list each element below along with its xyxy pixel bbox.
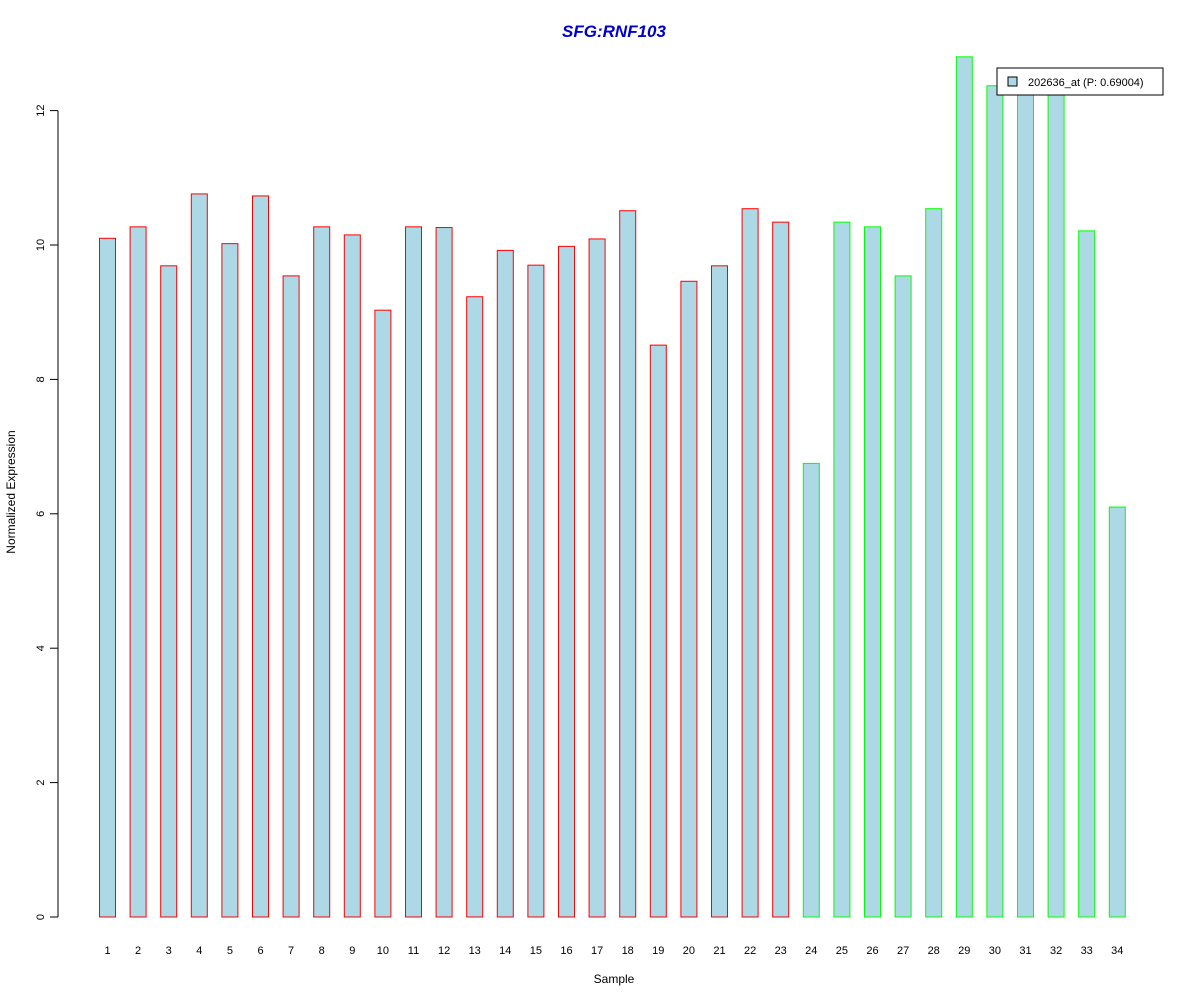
x-tick-label: 32 (1050, 945, 1062, 957)
bar (1047, 89, 1065, 918)
x-tick-label: 16 (560, 945, 572, 957)
bar (160, 265, 178, 918)
chart-title: SFG:RNF103 (562, 22, 666, 41)
bar (741, 208, 759, 918)
x-tick-label: 14 (499, 945, 511, 957)
x-tick-label: 23 (775, 945, 787, 957)
x-tick-label: 11 (408, 945, 419, 957)
bar (282, 275, 300, 918)
bar (558, 245, 575, 918)
bar (955, 56, 973, 918)
x-tick-label: 30 (989, 945, 1001, 957)
bar (313, 226, 331, 918)
bar (435, 227, 453, 918)
x-tick-label: 29 (958, 945, 970, 957)
x-tick-label: 10 (377, 945, 389, 957)
y-tick-label: 4 (35, 645, 47, 651)
bar (680, 280, 698, 918)
bar (496, 249, 514, 918)
y-tick-label: 2 (35, 780, 47, 786)
bar (619, 210, 637, 918)
x-tick-label: 19 (652, 945, 664, 957)
y-axis-label: Normalized Expression (4, 430, 18, 553)
x-tick-label: 1 (104, 945, 110, 957)
bar (129, 226, 147, 918)
x-tick-label: 13 (469, 945, 481, 957)
bar (864, 226, 881, 918)
legend-label: 202636_at (P: 0.69004) (1028, 77, 1144, 89)
bar (99, 237, 116, 918)
bar (221, 243, 239, 918)
y-tick-label: 6 (35, 511, 47, 517)
bar (711, 265, 728, 918)
x-tick-label: 25 (836, 945, 848, 957)
x-tick-label: 5 (227, 945, 233, 957)
x-tick-label: 6 (257, 945, 263, 957)
bar (894, 275, 912, 918)
bar (833, 221, 851, 918)
x-tick-label: 18 (622, 945, 634, 957)
x-tick-label: 2 (135, 945, 141, 957)
y-tick-label: 8 (35, 376, 47, 382)
bar (588, 238, 606, 918)
x-tick-label: 7 (288, 945, 294, 957)
bar (802, 462, 820, 918)
x-tick-label: 27 (897, 945, 909, 957)
x-tick-label: 4 (196, 945, 202, 957)
x-tick-label: 9 (349, 945, 355, 957)
x-tick-label: 33 (1081, 945, 1093, 957)
y-axis: 0 2 4 6 8 10 12 (35, 104, 59, 920)
x-tick-label: 24 (805, 945, 817, 957)
x-axis-label: Sample (594, 972, 635, 986)
bar (527, 264, 545, 918)
x-tick-label: 26 (866, 945, 878, 957)
x-tick-labels: 1 2 3 4 5 6 7 8 9 10 11 12 13 14 15 16 17 18 19 20 21 22 23 24 2… (104, 945, 1123, 957)
x-tick-label: 15 (530, 945, 542, 957)
bar (252, 195, 269, 918)
x-tick-label: 3 (166, 945, 172, 957)
x-tick-label: 34 (1111, 945, 1123, 957)
bar (190, 193, 208, 918)
x-tick-label: 31 (1019, 945, 1031, 957)
bar (405, 226, 422, 918)
x-tick-label: 12 (438, 945, 450, 957)
y-tick-label: 10 (35, 239, 47, 251)
x-tick-label: 17 (591, 945, 603, 957)
bar (649, 344, 667, 918)
bar (925, 208, 943, 918)
x-tick-label: 22 (744, 945, 756, 957)
legend-box (996, 67, 1164, 96)
y-tick-label: 12 (35, 104, 47, 116)
x-tick-label: 21 (713, 945, 725, 957)
bar (1078, 230, 1096, 918)
x-tick-label: 28 (928, 945, 940, 957)
bar (772, 221, 790, 918)
legend: 202636_at (P: 0.69004) (996, 67, 1164, 96)
x-tick-label: 8 (319, 945, 325, 957)
bar (343, 234, 361, 918)
bar (466, 296, 484, 918)
bars (99, 56, 1126, 918)
bar (1017, 79, 1034, 918)
y-tick-label: 0 (35, 914, 47, 920)
bar (1108, 506, 1126, 918)
bar (374, 309, 392, 918)
x-tick-label: 20 (683, 945, 695, 957)
legend-swatch (1007, 76, 1018, 87)
bar (986, 85, 1004, 918)
